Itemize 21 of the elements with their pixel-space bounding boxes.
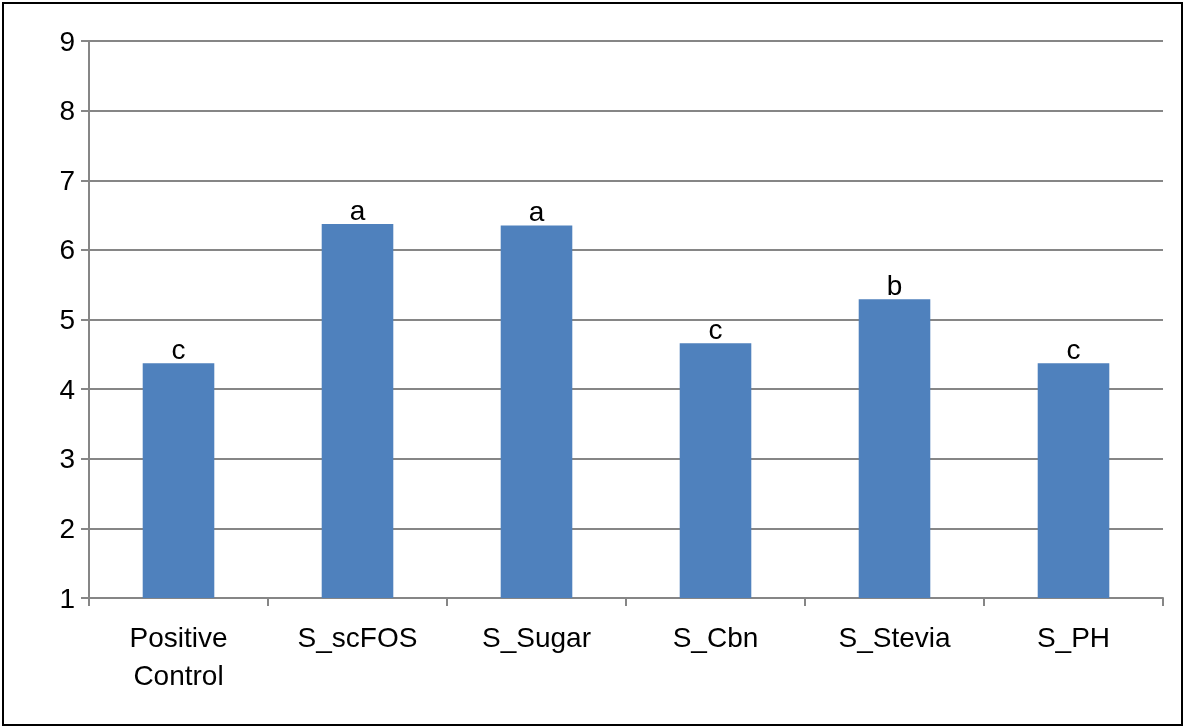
y-tick-label: 1 — [59, 582, 75, 614]
annotation: a — [528, 196, 545, 228]
y-tick-label: 3 — [59, 443, 75, 475]
annotation: c — [708, 313, 723, 345]
annotation: b — [886, 269, 903, 301]
y-tick-label: 2 — [59, 512, 75, 544]
x-tick-label: S_Sugar — [482, 621, 591, 653]
annotation: a — [349, 194, 366, 226]
y-tick-label: 6 — [59, 234, 75, 266]
y-tick-label: 4 — [59, 373, 75, 405]
annotation: c — [171, 333, 186, 365]
x-tick-label: S_PH — [1036, 621, 1111, 653]
y-tick-label: 5 — [59, 304, 75, 335]
y-tick-label: 7 — [59, 164, 75, 196]
annotation: c — [1066, 333, 1081, 365]
x-tick-label: Positive Control — [129, 621, 228, 691]
x-tick-label: S_Cbn — [672, 621, 759, 653]
x-tick-label: S_Stevia — [838, 621, 951, 653]
x-tick-label: S_scFOS — [297, 621, 418, 653]
y-tick-label: 9 — [59, 25, 75, 57]
y-tick-label: 8 — [59, 95, 75, 127]
